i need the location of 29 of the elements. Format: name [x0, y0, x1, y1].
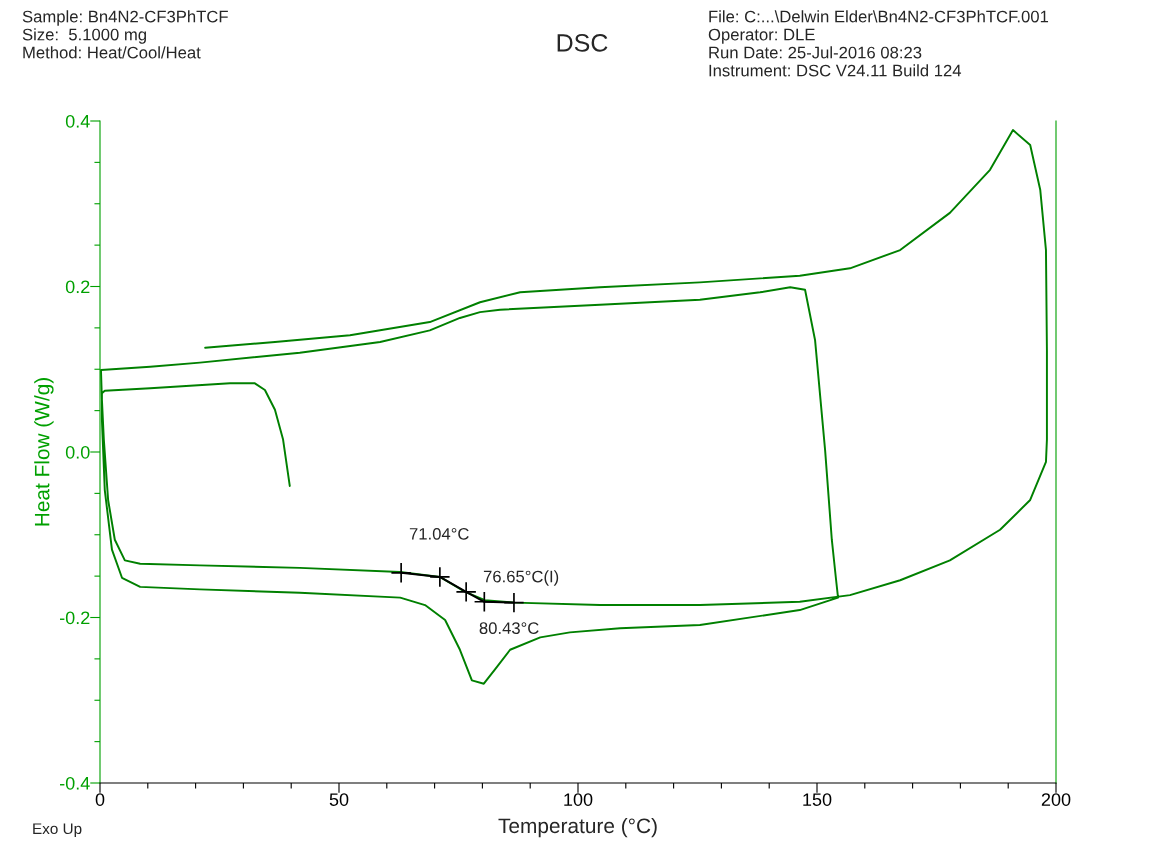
text: Operator: DLE [708, 28, 815, 44]
text: Exo Up [33, 823, 82, 838]
point [429, 566, 451, 588]
x-axis-title: Temperature (°C) [498, 817, 657, 838]
text: Instrument: DSC V24.11 Build 124 [709, 64, 962, 77]
annotation: 71.04°C [409, 527, 469, 540]
point [503, 592, 525, 614]
y-tick-label: 0.4 [65, 114, 90, 128]
text: Size: 5.1000 mg [22, 28, 146, 44]
x-tick-label: 100 [564, 793, 593, 806]
annotation: 76.65°C(I) [483, 570, 559, 586]
x-tick-label: 200 [1041, 793, 1071, 806]
text: Run Date: 25-Jul-2016 08:23 [709, 46, 922, 59]
line-series [100, 129, 1048, 685]
text: Sample: Bn4N2-CF3PhTCF [22, 10, 228, 26]
text: Method: Heat/Cool/Heat [23, 46, 201, 59]
y-tick-label: 0.0 [65, 445, 90, 459]
y-tick-label: 0.2 [65, 280, 90, 294]
annotation: 80.43°C [479, 622, 539, 635]
x-tick-label: 0 [95, 793, 105, 806]
text: File: C:...\Delwin Elder\Bn4N2-CF3PhTCF.001 [709, 10, 1049, 23]
x-tick-label: 50 [329, 793, 349, 806]
chart-title: DSC [557, 34, 608, 52]
point [455, 581, 477, 603]
y-tick-label: -0.2 [59, 611, 90, 625]
x-tick-label: 150 [803, 793, 832, 806]
y-axis-title: Heat Flow (W/g) [34, 378, 54, 526]
y-tick-label: -0.4 [59, 776, 90, 790]
point [390, 562, 412, 584]
